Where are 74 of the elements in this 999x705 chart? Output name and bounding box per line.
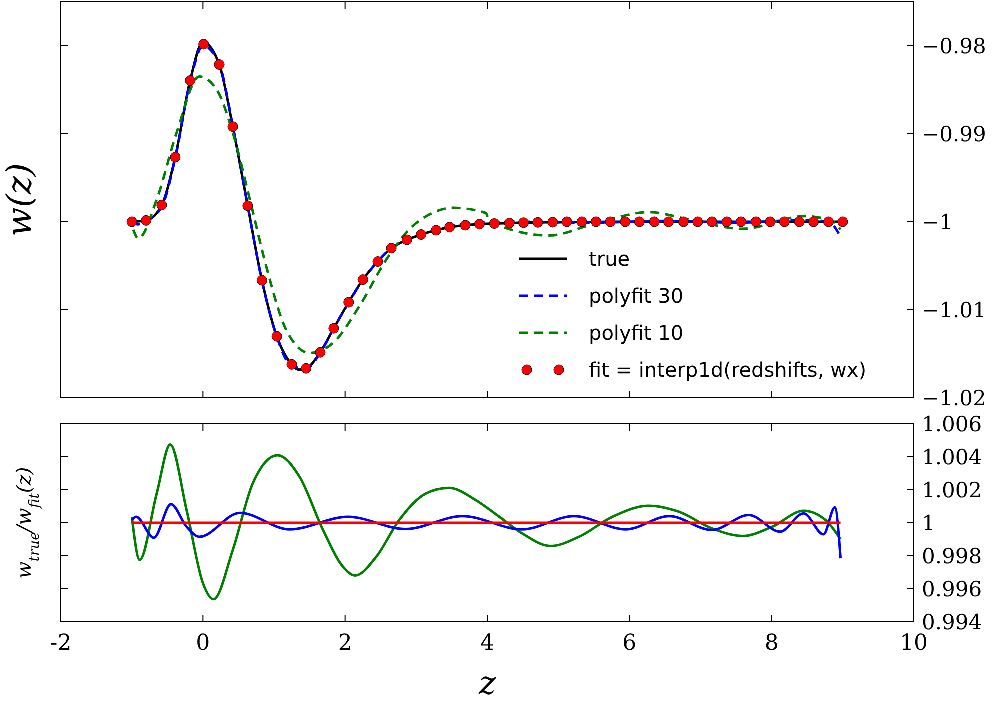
point [344,297,354,308]
point [272,331,282,342]
point [548,217,558,228]
point [634,216,645,228]
point [198,39,210,50]
y-tick-label: −1 [922,210,953,234]
point [328,323,340,334]
point [489,218,500,230]
legend-label: polyfit 10 [589,321,684,345]
point [692,216,704,228]
y-tick-label: −1.01 [922,298,986,322]
point [706,216,718,228]
legend-label: polyfit 30 [589,284,684,308]
legend-label: fit = interp1d(redshifts, wx) [589,358,867,382]
point [532,217,544,228]
point [620,216,631,228]
x-tick-label: 8 [764,631,779,656]
point [838,216,848,228]
y-tick-label: −1.02 [922,386,986,410]
x-tick-label: 2 [338,631,352,656]
point [416,230,427,240]
point [358,274,368,286]
x-tick-label: 4 [480,631,494,656]
point [750,216,762,228]
point [605,216,616,228]
point [126,216,138,228]
y-axis-title: w(z) [0,163,40,237]
point [823,216,834,228]
point [794,216,805,228]
point [765,216,776,228]
x-axis-title: z [478,664,498,702]
y-tick-label: −0.99 [922,122,986,146]
point [460,220,471,231]
point [141,215,152,226]
point [518,218,530,228]
x-tick-label: -2 [50,631,72,656]
point [402,234,412,246]
point [562,216,572,228]
point [779,216,790,228]
point [300,363,312,374]
line-series [130,444,842,601]
y-tick-label: −0.98 [922,34,986,58]
point [242,200,254,212]
y-tick-label: 1.004 [922,445,982,470]
point [170,152,181,163]
point [591,216,602,228]
point [431,225,442,236]
point [504,218,515,229]
point [228,122,238,132]
y-tick-label: 1.002 [922,478,982,502]
point [372,256,384,268]
point [664,216,674,228]
point [576,216,588,228]
point [156,200,168,211]
point [678,216,689,228]
point [808,216,820,228]
legend-label: true [589,247,630,271]
point [722,216,732,228]
point [386,243,397,254]
y-tick-label: 1.006 [922,412,982,436]
point [315,347,326,358]
point [286,359,298,370]
y-tick-label: 0.996 [922,577,982,602]
point [649,216,660,228]
point [444,222,456,233]
y-tick-label: 0.998 [922,544,982,568]
x-tick-label: 0 [196,631,210,656]
point [736,216,747,228]
point [474,219,485,230]
point [214,59,225,70]
x-tick-label: 6 [622,631,637,656]
point [185,76,196,86]
point [256,275,268,286]
y-tick-label: 1 [922,511,936,536]
